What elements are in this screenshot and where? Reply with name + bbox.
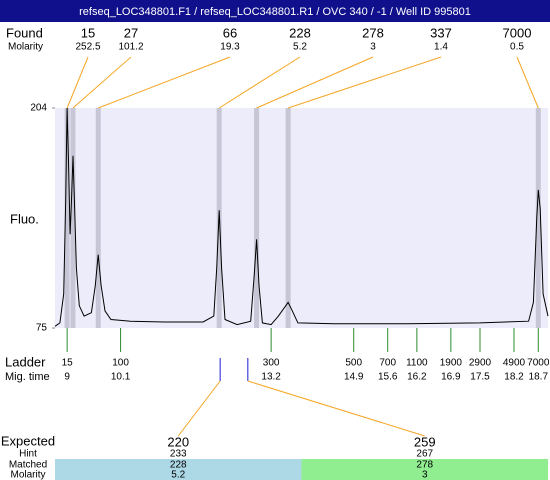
matched-band xyxy=(301,459,548,480)
found-molarity: 252.5 xyxy=(75,42,100,53)
hint-label: Hint xyxy=(19,449,37,460)
hint-size: 267 xyxy=(416,449,433,460)
matched-size: 228 xyxy=(170,460,187,471)
ladder-size: 500 xyxy=(345,358,362,369)
found-size: 278 xyxy=(362,25,384,40)
found-molarity: 1.4 xyxy=(434,42,448,53)
ladder-label: Ladder xyxy=(5,354,46,369)
found-size: 337 xyxy=(430,25,452,40)
expected-size: 220 xyxy=(167,434,189,449)
ladder-size: 1100 xyxy=(406,358,428,369)
ladder-time: 13.2 xyxy=(261,372,281,383)
ladder-time: 15.6 xyxy=(378,372,398,383)
ladder-size: 7000 xyxy=(527,358,550,369)
ladder-time: 16.9 xyxy=(441,372,461,383)
peak-connector xyxy=(287,56,442,109)
ladder-time: 18.7 xyxy=(529,372,549,383)
exp-molarity-label: Molarity xyxy=(10,470,45,480)
peak-band xyxy=(254,108,260,328)
molarity-label: Molarity xyxy=(8,42,43,53)
ladder-size: 700 xyxy=(379,358,396,369)
peak-connector xyxy=(66,56,89,109)
expected-connector xyxy=(247,380,425,437)
expected-label: Expected xyxy=(1,433,55,448)
hint-size: 233 xyxy=(170,449,187,460)
matched-label: Matched xyxy=(9,460,47,471)
header-title: refseq_LOC348801.F1 / refseq_LOC348801.R… xyxy=(79,6,471,18)
matched-band xyxy=(55,459,302,480)
peak-band xyxy=(70,108,76,328)
peak-band xyxy=(535,108,541,328)
y-tick-label: 75 xyxy=(36,323,48,334)
found-molarity: 101.2 xyxy=(118,42,143,53)
peak-band xyxy=(285,108,291,328)
peak-connector xyxy=(72,56,132,109)
header-bar xyxy=(0,0,550,22)
found-size: 228 xyxy=(289,25,311,40)
matched-molarity: 5.2 xyxy=(171,470,185,480)
y-tick-label: 204 xyxy=(30,103,47,114)
ladder-size: 1900 xyxy=(440,358,463,369)
matched-molarity: 3 xyxy=(422,470,428,480)
found-size: 15 xyxy=(81,25,95,40)
ladder-time: 14.9 xyxy=(344,372,364,383)
ladder-time: 16.2 xyxy=(407,372,427,383)
y-axis-label: Fluo. xyxy=(10,211,39,226)
found-molarity: 3 xyxy=(370,42,376,53)
found-label: Found xyxy=(6,25,43,40)
plot-area xyxy=(55,108,548,328)
peak-connector xyxy=(98,56,231,109)
ladder-time: 18.2 xyxy=(504,372,524,383)
found-size: 7000 xyxy=(503,25,532,40)
found-molarity: 5.2 xyxy=(293,42,307,53)
ladder-time: 17.5 xyxy=(470,372,490,383)
found-size: 27 xyxy=(124,25,138,40)
expected-connector xyxy=(177,380,221,437)
peak-connector xyxy=(516,56,539,109)
ladder-time: 9 xyxy=(64,372,70,383)
found-size: 66 xyxy=(223,25,237,40)
peak-connector xyxy=(256,56,374,109)
mig-time-label: Mig. time xyxy=(5,371,50,383)
found-molarity: 19.3 xyxy=(220,42,240,53)
ladder-time: 10.1 xyxy=(111,372,131,383)
ladder-size: 15 xyxy=(62,358,74,369)
found-molarity: 0.5 xyxy=(510,42,524,53)
trace xyxy=(54,107,549,327)
ladder-size: 300 xyxy=(263,358,280,369)
peak-band xyxy=(95,108,101,328)
peak-band xyxy=(64,108,70,328)
ladder-size: 4900 xyxy=(503,358,526,369)
ladder-size: 2900 xyxy=(469,358,492,369)
peak-connector xyxy=(218,56,301,109)
matched-size: 278 xyxy=(416,460,433,471)
expected-size: 259 xyxy=(414,434,436,449)
ladder-size: 100 xyxy=(112,358,129,369)
